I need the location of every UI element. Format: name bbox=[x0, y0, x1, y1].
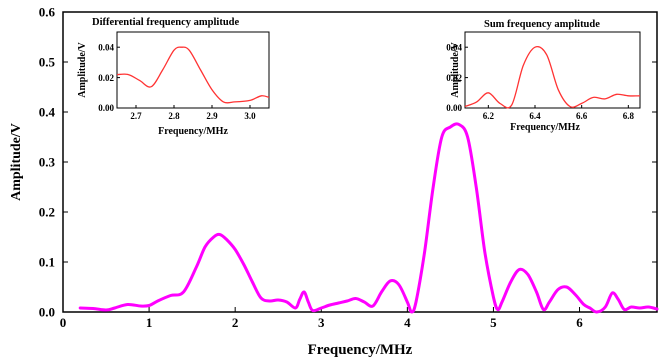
x-tick-label: 6.4 bbox=[529, 111, 541, 121]
x-tick-label: 0 bbox=[60, 315, 67, 330]
y-tick-label: 0.00 bbox=[446, 103, 462, 113]
inset-differential-x-ticks: 2.7 2.8 2.9 3.0 bbox=[130, 105, 256, 121]
main-x-axis-label: Frequency/MHz bbox=[308, 342, 413, 358]
inset-sum-x-ticks: 6.2 6.4 6.6 6.8 bbox=[483, 105, 635, 121]
inset-sum-title: Sum frequency amplitude bbox=[484, 19, 600, 30]
y-tick-label: 0.2 bbox=[39, 205, 55, 220]
main-y-ticks: 0.0 0.1 0.2 0.3 0.4 0.5 0.6 bbox=[39, 5, 657, 320]
x-tick-label: 2 bbox=[232, 315, 239, 330]
inset-differential-chart: Differential frequency amplitude 0.000.0… bbox=[77, 17, 270, 137]
x-tick-label: 2.8 bbox=[168, 111, 180, 121]
y-tick-label: 0.6 bbox=[39, 5, 56, 20]
x-tick-label: 5 bbox=[490, 315, 497, 330]
y-tick-label: 0.04 bbox=[446, 42, 462, 52]
y-tick-label: 0.02 bbox=[446, 73, 462, 83]
x-tick-label: 2.9 bbox=[206, 111, 218, 121]
x-tick-label: 6 bbox=[576, 315, 583, 330]
x-tick-label: 4 bbox=[404, 315, 411, 330]
inset-sum-x-axis-label: Frequency/MHz bbox=[510, 122, 580, 133]
x-tick-label: 1 bbox=[146, 315, 153, 330]
y-tick-label: 0.00 bbox=[98, 103, 114, 113]
y-tick-label: 0.0 bbox=[39, 305, 55, 320]
inset-sum-y-ticks: 0.00 0.02 0.04 bbox=[446, 42, 468, 113]
x-tick-label: 6.2 bbox=[483, 111, 495, 121]
inset-differential-series-line bbox=[116, 46, 270, 104]
y-tick-label: 0.04 bbox=[98, 42, 114, 52]
inset-differential-y-axis-label: Amplitude/V bbox=[77, 41, 88, 97]
inset-sum-series-line bbox=[464, 45, 641, 109]
inset-sum-chart: Sum frequency amplitude 0.00 0.02 0.04 6.2… bbox=[446, 19, 641, 133]
x-tick-label: 2.7 bbox=[130, 111, 142, 121]
inset-differential-title: Differential frequency amplitude bbox=[92, 17, 240, 28]
y-tick-label: 0.1 bbox=[39, 255, 55, 270]
y-tick-label: 0.5 bbox=[39, 55, 56, 70]
x-tick-label: 6.8 bbox=[623, 111, 635, 121]
inset-differential-y-ticks: 0.00 0.02 0.04 bbox=[98, 42, 120, 113]
inset-differential-frame bbox=[116, 31, 270, 109]
y-tick-label: 0.02 bbox=[98, 73, 114, 83]
main-y-axis-label: Amplitude/V bbox=[9, 123, 24, 201]
y-tick-label: 0.3 bbox=[39, 155, 56, 170]
main-chart: 0.0 0.1 0.2 0.3 0.4 0.5 0.6 0 1 2 3 4 5 6 Frequency/… bbox=[9, 5, 659, 358]
inset-differential-x-axis-label: Frequency/MHz bbox=[158, 126, 228, 137]
x-tick-label: 6.6 bbox=[576, 111, 588, 121]
y-tick-label: 0.4 bbox=[39, 105, 56, 120]
x-tick-label: 3.0 bbox=[244, 111, 256, 121]
inset-sum-y-axis-label: Amplitude/V bbox=[450, 41, 461, 97]
main-series-line bbox=[78, 122, 659, 314]
x-tick-label: 3 bbox=[318, 315, 325, 330]
main-x-ticks: 0 1 2 3 4 5 6 bbox=[60, 307, 583, 330]
